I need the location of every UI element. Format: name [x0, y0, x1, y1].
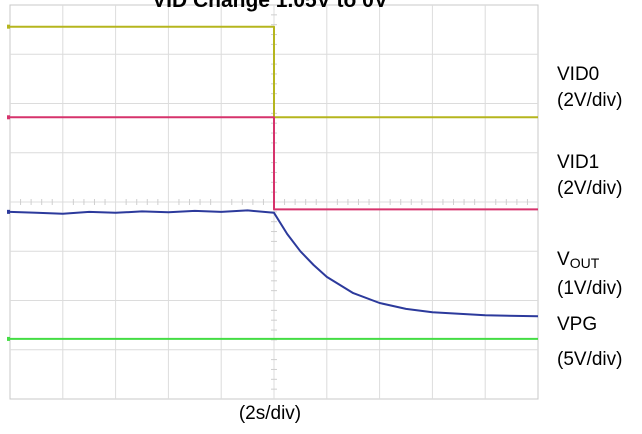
legend-vout-scale: (1V/div) [557, 278, 623, 299]
trace-vout [9, 209, 539, 318]
legend-vid0-scale: (2V/div) [557, 90, 623, 111]
ground-marker-vid0 [7, 24, 10, 29]
legend-vid1: VID1 (2V/div) [557, 150, 622, 202]
chart-title: VID Change 1.05V to 0V [152, 0, 388, 12]
x-axis-label: (2s/div) [238, 403, 302, 424]
legend-vpg-name: VPG [557, 314, 598, 335]
legend-vout-name-sub: OUT [569, 255, 600, 271]
legend-vid1-scale: (2V/div) [557, 178, 623, 199]
legend-vpg: VPG [557, 312, 597, 338]
traces [7, 24, 539, 341]
legend-vid0: VID0 (2V/div) [557, 62, 622, 114]
ground-marker-vout [7, 209, 10, 214]
legend-vout: VOUT (1V/div) [557, 247, 622, 302]
ground-marker-vid1 [7, 115, 10, 120]
legend-vpg-scale: (5V/div) [557, 349, 623, 370]
legend-vid1-name: VID1 [557, 152, 600, 173]
legend-vout-name-main: V [557, 249, 570, 270]
trace-vid0 [10, 25, 538, 119]
legend-vid0-name: VID0 [557, 64, 600, 85]
trace-vid1 [10, 116, 538, 211]
ground-marker-vpg [7, 336, 10, 341]
legend-vout-name: VOUT [557, 247, 622, 276]
